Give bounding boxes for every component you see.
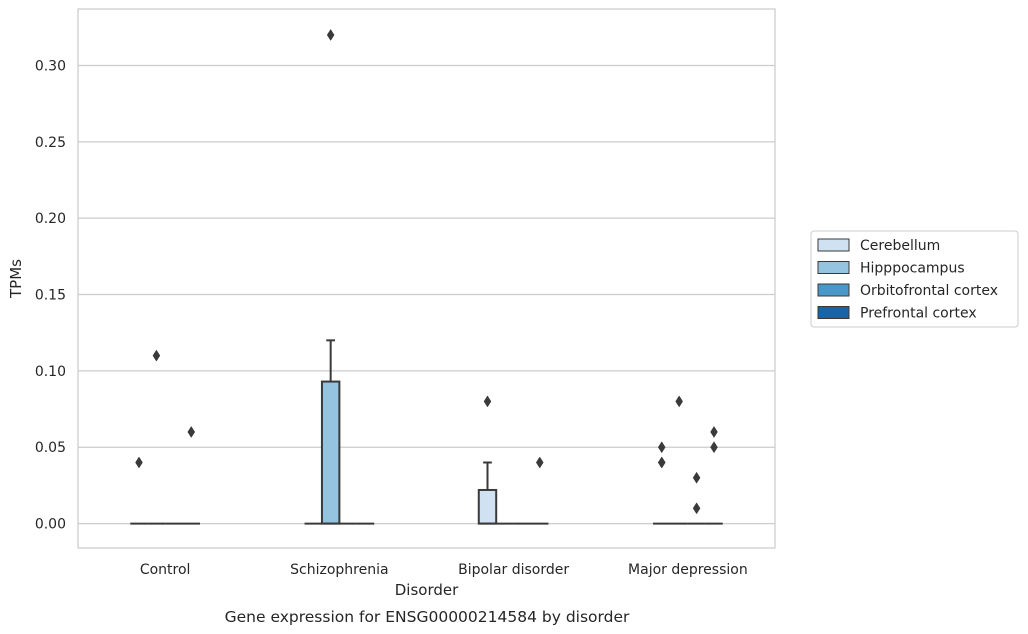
box-group — [320, 28, 341, 525]
outlier-point — [692, 502, 701, 515]
legend-label: Orbitofrontal cortex — [860, 283, 998, 299]
outlier-point — [535, 456, 544, 469]
y-tick-label: 0.05 — [35, 440, 66, 456]
y-tick-label: 0.30 — [35, 58, 66, 74]
box-group — [130, 456, 148, 525]
outlier-point — [710, 441, 718, 454]
legend-label: Prefrontal cortex — [860, 306, 977, 322]
box-group — [477, 395, 498, 525]
legend-swatch — [817, 261, 850, 274]
legend: Cerebellum Hipppocampus Orbitofrontal cort… — [810, 230, 1019, 328]
box-layer — [130, 28, 723, 525]
box-group — [147, 349, 166, 525]
outlier-point — [657, 456, 666, 469]
chart-caption: Gene expression for ENSG00000214584 by d… — [225, 608, 630, 626]
y-axis-title: TPMs — [7, 259, 25, 299]
y-tick-label: 0.10 — [35, 364, 66, 380]
box-group — [670, 395, 688, 525]
x-tick-labels: Control Schizophrenia Bipolar disorder Majo… — [140, 562, 748, 578]
box-body — [477, 488, 498, 525]
y-tick-label: 0.20 — [35, 211, 66, 227]
legend-frame — [810, 230, 1019, 328]
y-tick-label: 0.15 — [35, 288, 66, 304]
outlier-point — [710, 425, 718, 438]
y-tick-label: 0.00 — [35, 517, 66, 533]
legend-swatch — [817, 238, 850, 252]
x-tick-label: Control — [140, 562, 191, 578]
box-body — [320, 380, 341, 525]
x-tick-label: Schizophrenia — [290, 562, 388, 578]
outlier-point — [152, 349, 161, 362]
y-tick-label: 0.25 — [35, 135, 66, 151]
x-tick-label: Bipolar disorder — [458, 562, 569, 578]
outlier-point — [483, 395, 492, 408]
outlier-point — [675, 395, 683, 408]
outlier-point — [187, 425, 196, 438]
gridlines — [78, 64, 775, 525]
legend-swatch — [817, 283, 850, 297]
x-axis-title: Disorder — [395, 581, 459, 599]
box-group — [531, 456, 549, 525]
outlier-point — [692, 471, 701, 484]
y-tick-labels: 0.00 0.05 0.10 0.15 0.20 0.25 0.30 — [35, 58, 66, 532]
box-group — [182, 425, 200, 525]
outlier-point — [326, 28, 335, 41]
outlier-point — [657, 441, 666, 454]
plot-area-frame — [77, 8, 776, 549]
box-group — [705, 425, 723, 525]
legend-label: Cerebellum — [860, 238, 940, 254]
outlier-point — [135, 456, 143, 469]
legend-label: Hipppocampus — [860, 261, 965, 277]
x-tick-label: Major depression — [628, 562, 748, 578]
legend-swatch — [817, 306, 850, 319]
box-group — [687, 471, 706, 525]
box-group — [653, 441, 671, 525]
